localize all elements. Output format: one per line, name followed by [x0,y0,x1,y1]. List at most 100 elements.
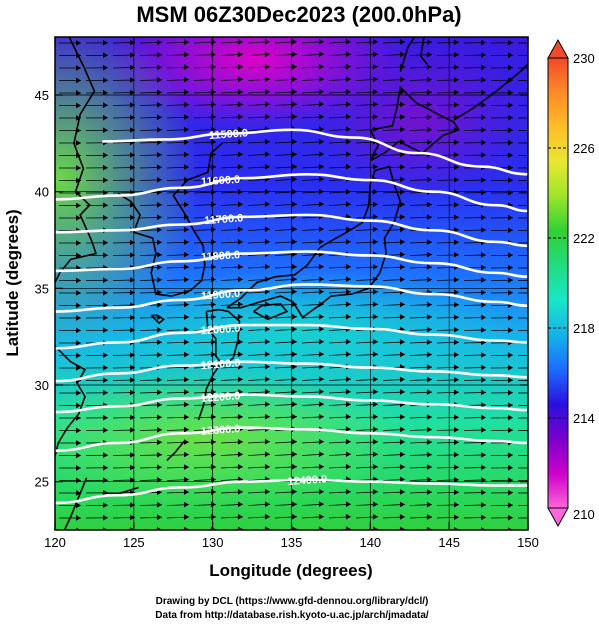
wind-vector [517,392,528,394]
colorbar-tick-label: 210 [573,507,595,522]
wind-vector [193,251,216,258]
wind-vector [193,301,216,308]
wind-vector [463,227,487,233]
contour-line [55,478,528,505]
contour-labels: 11500.0 11600.0 11700.0 11800.0 11900.0 12000… [200,127,327,488]
wind-vector [490,177,514,183]
wind-vector [436,251,460,258]
wind-vector [58,277,82,284]
wind-vector [220,464,243,470]
wind-vector [409,514,432,520]
coastline [150,314,166,325]
wind-vector [490,227,514,233]
wind-vector [193,264,216,270]
wind-vector [409,376,432,383]
wind-vector [85,214,109,221]
wind-vector [193,276,216,283]
wind-vector [463,289,487,296]
wind-vector [382,226,405,233]
wind-vector [247,76,270,83]
wind-vector [220,226,243,233]
wind-vector [112,114,136,121]
wind-vector [436,51,460,58]
wind-vector [85,239,109,246]
wind-vector [112,164,136,171]
wind-vector [490,377,514,383]
wind-vector [301,451,324,457]
wind-vector [490,427,514,433]
wind-vector [58,215,82,221]
wind-vector [382,264,405,270]
wind-vector [85,127,109,134]
wind-vector [112,89,136,96]
wind-vector [112,427,136,433]
wind-vector [247,301,270,308]
wind-vector [355,201,378,208]
wind-vector [166,489,189,495]
wind-vector [409,176,432,183]
wind-vector [301,463,324,470]
wind-vector [436,289,460,296]
y-axis: 25 30 35 40 45 [35,88,528,490]
wind-vector [382,76,405,83]
wind-vector [247,151,270,158]
wind-vector [112,239,136,246]
wind-vector [490,64,514,71]
wind-vector [301,513,324,520]
wind-vector [463,64,487,71]
wind-vector [247,101,270,108]
wind-vector [166,89,189,95]
wind-vector [409,276,432,283]
wind-vector [463,452,487,458]
wind-vector [382,126,405,133]
wind-vector [58,352,82,359]
wind-vector [328,413,351,420]
wind-vector [301,288,324,295]
wind-vector [409,214,432,220]
wind-vector [517,330,528,331]
wind-vector [355,376,378,383]
wind-vector [220,239,243,245]
wind-vector [463,52,487,58]
wind-vector [85,252,109,259]
wind-vector [247,351,270,358]
wind-vector [58,390,82,396]
wind-vector [490,189,514,196]
x-tick-label: 125 [123,535,145,550]
wind-vector [85,77,109,84]
contour-line [55,393,528,414]
wind-vector [166,314,189,320]
x-axis: 120 125 130 135 140 145 150 [44,37,539,550]
wind-vector [463,89,487,96]
wind-vector [139,289,163,296]
wind-vector [193,401,216,408]
wind-vector [301,226,324,232]
wind-vector [463,464,487,471]
wind-vector [193,151,216,158]
wind-vector [436,214,460,221]
wind-vector [139,76,163,83]
wind-vector [58,502,82,509]
wind-vector [166,114,189,120]
wind-vector [436,164,460,171]
wind-vector [382,514,405,520]
wind-vector [436,414,460,421]
wind-vector [463,514,487,521]
contour-label: 11500.0 [209,127,249,142]
wind-vector [166,226,189,233]
wind-vector [301,401,324,407]
wind-vector [517,55,528,56]
wind-vector [517,492,528,494]
wind-vector [139,114,163,121]
contour-line [55,360,528,383]
wind-vector [85,477,109,484]
wind-vector [166,39,189,45]
wind-vector [463,302,487,308]
wind-vector [517,117,528,119]
wind-vector [247,313,270,320]
wind-vector [517,280,528,281]
wind-vector [112,314,136,321]
wind-vector [517,67,528,69]
wind-vector [166,76,189,83]
wind-vector [517,292,528,294]
